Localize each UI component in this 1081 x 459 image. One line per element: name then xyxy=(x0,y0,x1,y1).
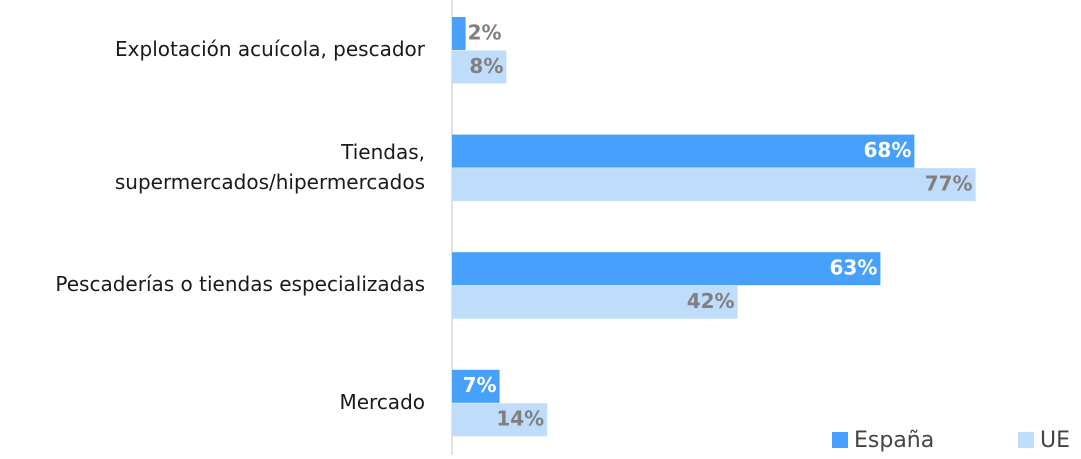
value-label: 8% xyxy=(469,54,503,78)
category-label-line: Tiendas, xyxy=(340,140,425,164)
value-label: 63% xyxy=(830,255,878,279)
bar xyxy=(452,134,915,168)
category-label: Pescaderías o tiendas especializadas xyxy=(55,272,425,296)
category-label-line: supermercados/hipermercados xyxy=(115,170,425,194)
value-label: 42% xyxy=(687,289,735,313)
value-label: 14% xyxy=(496,407,544,431)
legend-label: España xyxy=(854,428,934,453)
category-label: Mercado xyxy=(339,390,425,414)
bar xyxy=(452,50,507,84)
value-label: 7% xyxy=(463,373,497,397)
bar xyxy=(452,17,466,50)
value-label: 68% xyxy=(864,138,912,162)
bar xyxy=(452,252,881,286)
legend-swatch xyxy=(832,432,848,448)
category-label: Explotación acuícola, pescador xyxy=(115,37,426,61)
bar xyxy=(452,168,976,202)
category-label: Tiendas, supermercados/hipermercados xyxy=(115,140,425,194)
legend-swatch xyxy=(1018,432,1034,448)
bar xyxy=(452,285,738,319)
bar xyxy=(452,369,500,403)
value-label: 77% xyxy=(925,171,973,195)
bar xyxy=(452,403,548,437)
legend-label: UE xyxy=(1040,428,1070,453)
value-label: 2% xyxy=(468,20,502,44)
